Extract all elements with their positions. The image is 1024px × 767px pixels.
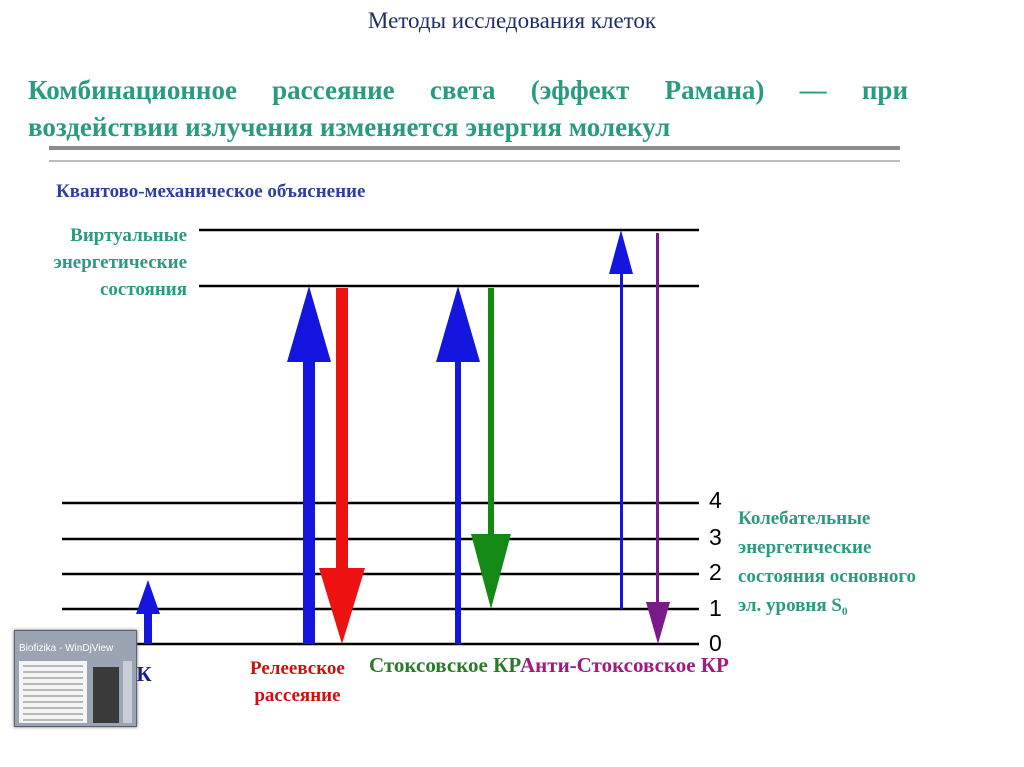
virtual-states-line: Виртуальные — [70, 225, 187, 246]
rayleigh-label-line: Релеевское — [250, 658, 345, 679]
rayleigh-scattering-arrow — [319, 288, 365, 644]
virtual-states-line: состояния — [99, 279, 187, 300]
level-number-1: 1 — [709, 595, 722, 621]
level-number-2: 2 — [709, 559, 722, 585]
title-divider — [49, 146, 900, 162]
diagram-heading: Квантово-механическое объяснение — [56, 181, 366, 202]
antistokes-excitation-arrow — [609, 230, 633, 609]
vibrational-states-label: Колебательные энергетические состояния о… — [738, 504, 916, 620]
virtual-states-line: энергетические — [53, 252, 187, 273]
slide-headline: Комбинационное рассеяние света (эффект Р… — [28, 72, 908, 146]
slide-title: Методы исследования клеток — [367, 8, 657, 33]
thumbnail-scrollbar — [123, 661, 132, 723]
ik-arrow — [136, 580, 160, 644]
antistokes-label: Анти-Стоксовское КР — [520, 653, 729, 677]
thumbnail-dark-panel — [93, 667, 119, 723]
level-number-0: 0 — [709, 630, 722, 656]
vibrational-states-line: состояния основного — [738, 566, 917, 587]
headline-line-2: воздействии излучения изменяется энергия… — [28, 112, 671, 142]
stokes-excitation-arrow — [436, 286, 480, 644]
virtual-states-label: Виртуальные энергетические состояния — [20, 222, 187, 303]
headline-line-1: Комбинационное рассеяние света (эффект Р… — [28, 75, 908, 105]
stokes-scattering-arrow — [471, 288, 511, 609]
thumbnail-page-preview — [19, 661, 87, 723]
level-number-4: 4 — [709, 487, 722, 513]
rayleigh-label-line: рассеяние — [254, 685, 341, 706]
vibrational-states-line: энергетические — [738, 537, 872, 558]
rayleigh-label: Релеевское рассеяние — [250, 655, 345, 709]
thumbnail-title: Biofizika - WinDjView — [19, 643, 114, 654]
vibrational-states-line: эл. уровня S₀ — [738, 595, 848, 616]
antistokes-scattering-arrow — [646, 233, 670, 644]
stokes-label: Стоксовское КР — [369, 653, 522, 677]
vibrational-states-line: Колебательные — [738, 508, 871, 529]
level-number-3: 3 — [709, 524, 722, 550]
rayleigh-excitation-arrow — [287, 286, 331, 644]
windjview-taskbar-thumbnail[interactable]: Biofizika - WinDjView — [14, 630, 137, 727]
